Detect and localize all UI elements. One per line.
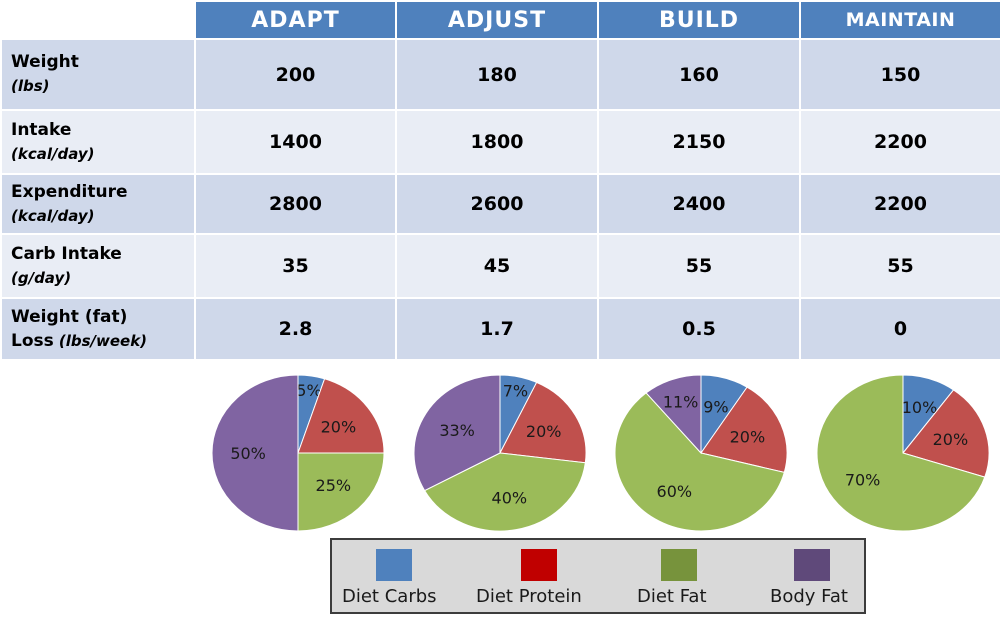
legend-label: Body Fat: [770, 586, 848, 607]
pie-slice-diet-protein: [297, 378, 385, 454]
table-row-intake: Intake (kcal/day) 1400 1800 2150 2200: [2, 110, 1002, 175]
pie-adjust: 7% 20% 40% 33%: [413, 374, 587, 532]
row-label-expenditure: Expenditure (kcal/day): [2, 174, 196, 235]
column-header-maintain: MAINTAIN: [800, 2, 1002, 40]
table-cell: 2400: [598, 174, 801, 235]
pie-slice-diet-fat: [423, 452, 586, 532]
table-cell: 160: [598, 39, 801, 111]
pie-data-label: 20%: [526, 422, 562, 441]
table-row-fat-loss: Weight (fat) Loss (lbs/week) 2.8 1.7 0.5…: [2, 298, 1002, 361]
table-row-expenditure: Expenditure (kcal/day) 2800 2600 2400 22…: [2, 174, 1002, 235]
legend-swatch: [376, 549, 412, 581]
row-label-text: Expenditure: [11, 181, 128, 202]
table-cell: 2.8: [195, 298, 397, 361]
table-cell: 1800: [396, 110, 599, 175]
pie-data-label: 9%: [703, 398, 728, 417]
pie-slice-diet-protein: [700, 386, 788, 473]
row-unit-text: (lbs): [11, 77, 50, 95]
row-unit-text: (lbs/week): [58, 331, 148, 350]
diet-stage-table: ADAPT ADJUST BUILD MAINTAIN Weight (lbs)…: [2, 2, 1002, 361]
pie-slice-diet-fat: [297, 452, 385, 532]
pie-data-label: 50%: [230, 444, 266, 463]
table-cell: 55: [598, 234, 801, 299]
header-corner: [2, 2, 196, 40]
column-header-adapt: ADAPT: [195, 2, 397, 40]
pie-data-label: 25%: [316, 476, 352, 495]
pie-slice-body-fat: [413, 374, 501, 492]
table-cell: 45: [396, 234, 599, 299]
pie-slice-diet-protein: [499, 381, 587, 464]
table-cell: 2200: [800, 110, 1002, 175]
row-label-text: Weight: [11, 52, 79, 72]
table-cell: 0: [800, 298, 1002, 361]
legend-swatch: [521, 549, 557, 581]
legend-swatch: [661, 549, 697, 581]
row-label-intake: Intake (kcal/day): [2, 110, 196, 175]
table-cell: 180: [396, 39, 599, 111]
table-row-carb-intake: Carb Intake (g/day) 35 45 55 55: [2, 234, 1002, 299]
pie-build: 9%20% 60% 11%: [614, 374, 788, 532]
table-cell: 1.7: [396, 298, 599, 361]
pie-slice-diet-fat: [816, 374, 986, 532]
pie-data-label: 60%: [657, 482, 693, 501]
pie-slice-body-fat: [211, 374, 299, 532]
table-cell: 1400: [195, 110, 397, 175]
pie-data-label: 7%: [503, 382, 528, 401]
table-header-row: ADAPT ADJUST BUILD MAINTAIN: [2, 2, 1002, 40]
table-cell: 0.5: [598, 298, 801, 361]
pie-data-label: 20%: [730, 427, 766, 446]
pie-maintain: 10% 20% 70%: [816, 374, 990, 532]
pie-data-label: 20%: [321, 417, 357, 436]
table-cell: 35: [195, 234, 397, 299]
legend-label: Diet Fat: [637, 586, 707, 607]
row-label-text: Weight (fat): [11, 306, 128, 327]
pie-data-label: 10%: [902, 398, 938, 417]
legend-swatch: [794, 549, 830, 581]
table-row-weight: Weight (lbs) 200 180 160 150: [2, 39, 1002, 111]
table-cell: 2800: [195, 174, 397, 235]
pie-data-label: 40%: [492, 488, 528, 507]
pie-slice-diet-fat: [614, 392, 785, 532]
column-header-adjust: ADJUST: [396, 2, 599, 40]
table-cell: 2600: [396, 174, 599, 235]
pie-data-label: 70%: [845, 471, 881, 490]
pie-slice-diet-protein: [902, 389, 990, 478]
row-label-fat-loss: Weight (fat) Loss (lbs/week): [2, 298, 196, 361]
row-label-text: Intake: [11, 119, 72, 140]
pie-slice-body-fat: [645, 374, 702, 455]
table-cell: 150: [800, 39, 1002, 111]
row-label-weight: Weight (lbs): [2, 39, 196, 111]
table-cell: 2200: [800, 174, 1002, 235]
pie-data-label: 33%: [439, 421, 475, 440]
row-label-text: Carb Intake: [11, 243, 122, 264]
chart-legend: Diet Carbs Diet Protein Diet Fat Body Fa…: [330, 538, 866, 614]
pie-data-label: 5%: [296, 381, 321, 400]
pie-data-label: 20%: [933, 430, 969, 449]
row-unit-text: (kcal/day): [11, 206, 95, 225]
table-cell: 200: [195, 39, 397, 111]
table-cell: 2150: [598, 110, 801, 175]
pie-data-label: 11%: [663, 393, 699, 412]
row-label-carb-intake: Carb Intake (g/day): [2, 234, 196, 299]
table-cell: 55: [800, 234, 1002, 299]
legend-label: Diet Carbs: [342, 586, 437, 607]
legend-label: Diet Protein: [476, 586, 582, 607]
pie-adapt: 5%20% 25% 50%: [211, 374, 385, 532]
column-header-build: BUILD: [598, 2, 801, 40]
row-label-text-line2: Loss: [11, 330, 54, 351]
row-unit-text: (g/day): [11, 268, 72, 287]
row-unit-text: (kcal/day): [11, 144, 95, 163]
